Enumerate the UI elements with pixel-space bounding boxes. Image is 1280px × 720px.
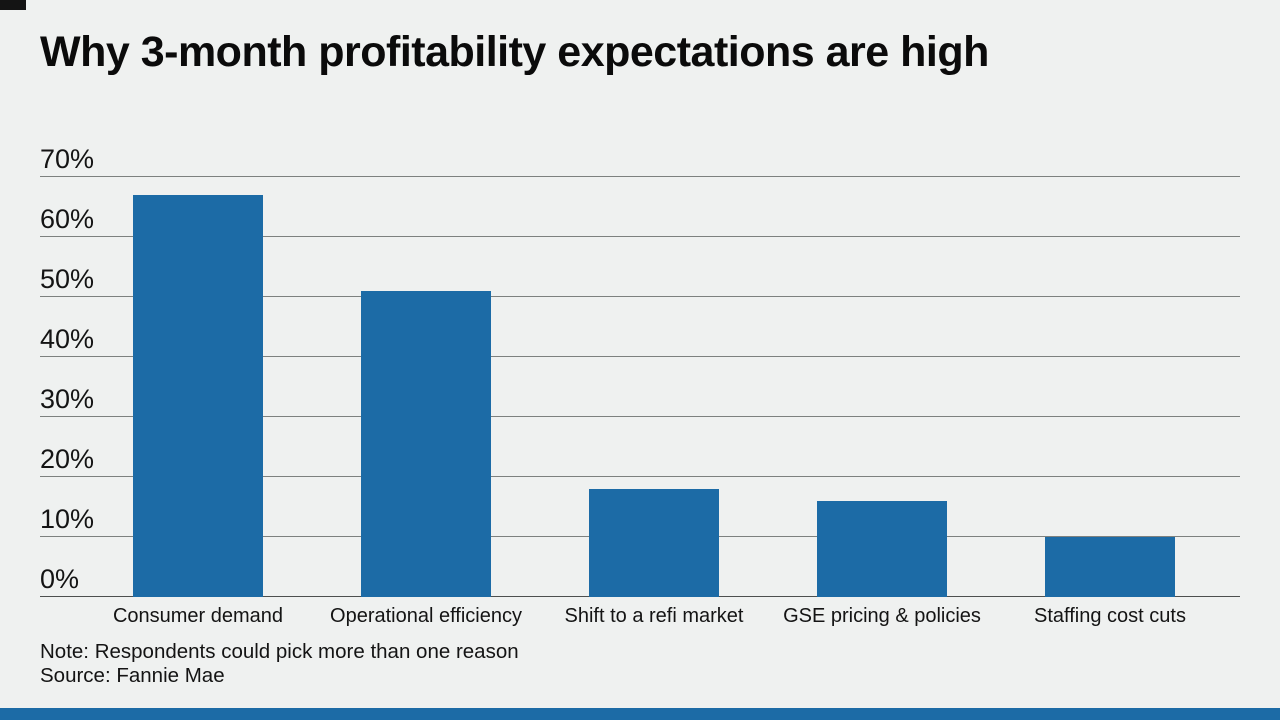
corner-accent-mark (0, 0, 26, 10)
y-axis-tick-label: 0% (40, 564, 80, 594)
bar-3 (817, 501, 947, 597)
gridline-70 (40, 176, 1240, 177)
bars-row (84, 177, 1224, 597)
plot-area: 0% 10% 20% 30% 40% 50% 60% 70% (40, 146, 1240, 597)
y-axis-tick-label: 50% (40, 264, 95, 294)
bar-1 (361, 291, 491, 597)
category-label: GSE pricing & policies (783, 605, 981, 627)
gridline-50 (40, 296, 1240, 297)
y-axis-tick-label: 40% (40, 324, 95, 355)
y-axis-tick-label: 60% (40, 204, 95, 234)
gridline-20 (40, 476, 1240, 477)
bar-slot (540, 177, 768, 597)
bar-slot (84, 177, 312, 597)
bar-2 (589, 489, 719, 597)
category-label: Consumer demand (112, 605, 284, 627)
category-labels-row: Consumer demand Operational efficiency Shi… (84, 605, 1224, 628)
category-label: Staffing cost cuts (1034, 605, 1186, 627)
bar-4 (1045, 537, 1175, 597)
y-axis-tick-label: 70% (40, 144, 95, 174)
chart-title: Why 3-month profitability expectations a… (40, 28, 989, 76)
bar-slot (312, 177, 540, 597)
bar-slot (768, 177, 996, 597)
bar-0 (133, 195, 263, 597)
category-label: Shift to a refi market (564, 605, 744, 627)
bar-slot (996, 177, 1224, 597)
y-axis-tick-label: 20% (40, 444, 95, 475)
bottom-accent-strip (0, 708, 1280, 720)
y-axis-tick-label: 10% (40, 504, 95, 535)
gridline-40 (40, 356, 1240, 357)
gridline-30 (40, 416, 1240, 417)
category-label: Operational efficiency (330, 605, 522, 627)
gridline-60 (40, 236, 1240, 237)
chart-source: Source: Fannie Mae (40, 664, 225, 687)
chart-note: Note: Respondents could pick more than o… (40, 640, 519, 663)
y-axis-tick-label: 30% (40, 384, 95, 414)
